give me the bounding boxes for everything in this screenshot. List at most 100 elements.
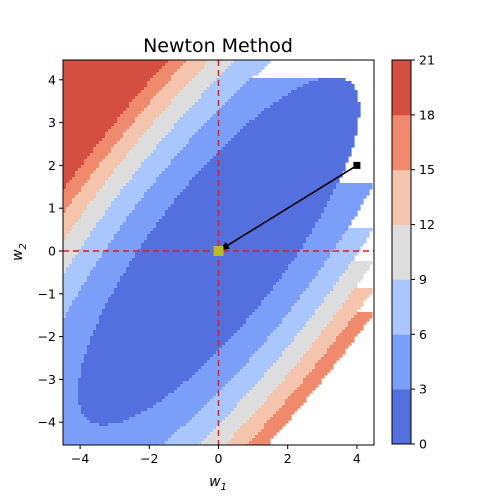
contour-band-cell xyxy=(81,165,100,169)
contour-band-cell xyxy=(63,87,145,91)
contour-band-cell xyxy=(264,423,286,427)
contour-band-cell xyxy=(336,282,358,286)
contour-band-cell xyxy=(63,153,91,157)
contour-band-cell xyxy=(297,387,316,391)
contour-band-cell xyxy=(63,177,73,181)
contour-band-cell xyxy=(285,348,310,352)
contour-band-cell xyxy=(63,126,112,130)
contour-band-cell xyxy=(342,330,361,334)
contour-band-cell xyxy=(228,414,253,418)
contour-band-cell xyxy=(129,213,166,217)
contour-band-cell xyxy=(216,351,256,355)
contour-band-cell xyxy=(327,351,346,355)
contour-band-cell xyxy=(102,312,253,316)
contour-band-cell xyxy=(123,273,283,277)
contour-band-cell xyxy=(297,255,331,259)
contour-band-cell xyxy=(114,171,136,175)
contour-band-cell xyxy=(297,363,316,367)
contour-band-cell xyxy=(63,327,97,331)
contour-band-cell xyxy=(63,384,79,388)
contour-band-cell xyxy=(108,423,187,427)
contour-band-cell xyxy=(162,399,211,403)
contour-band-cell xyxy=(114,123,133,127)
contour-band-cell xyxy=(63,93,139,97)
contour-band-cell xyxy=(255,435,274,439)
y-tick-label: 1 xyxy=(48,201,56,216)
contour-band-cell xyxy=(282,276,316,280)
contour-band-cell xyxy=(171,99,199,103)
contour-band-cell xyxy=(234,333,271,337)
contour-band-cell xyxy=(261,378,286,382)
contour-band-cell xyxy=(258,348,286,352)
contour-band-cell xyxy=(291,309,316,313)
contour-band-cell xyxy=(312,369,331,373)
contour-band-cell xyxy=(105,249,139,253)
contour-band-cell xyxy=(99,141,118,145)
contour-band-cell xyxy=(198,411,232,415)
contour-band-cell xyxy=(219,423,244,427)
contour-band-cell xyxy=(123,222,157,226)
contour-band-cell xyxy=(189,183,337,187)
contour-band-cell xyxy=(132,177,157,181)
contour-band-cell xyxy=(63,366,82,370)
contour-band-cell xyxy=(120,192,145,196)
contour-band-cell xyxy=(336,339,355,343)
contour-band-cell xyxy=(267,294,301,298)
contour-band-cell xyxy=(84,360,208,364)
contour-band-cell xyxy=(96,327,241,331)
colorbar-segment xyxy=(392,279,411,335)
contour-band-cell xyxy=(87,345,223,349)
contour-band-cell xyxy=(300,330,322,334)
contour-band-cell xyxy=(228,66,265,70)
contour-band-cell xyxy=(135,171,163,175)
contour-band-cell xyxy=(198,171,343,175)
contour-band-cell xyxy=(303,246,337,250)
contour-band-cell xyxy=(165,210,325,214)
contour-band-cell xyxy=(63,321,100,325)
contour-band-cell xyxy=(159,69,178,73)
contour-band-cell xyxy=(96,264,130,268)
contour-band-cell xyxy=(258,381,283,385)
contour-band-cell xyxy=(78,387,178,391)
contour-band-cell xyxy=(186,186,337,190)
contour-band-cell xyxy=(75,255,103,259)
contour-band-cell xyxy=(279,384,301,388)
contour-band-cell xyxy=(222,105,271,109)
contour-band-cell xyxy=(108,246,142,250)
contour-band-cell xyxy=(153,150,181,154)
contour-band-cell xyxy=(63,285,82,289)
contour-band-cell xyxy=(249,78,319,82)
contour-band-cell xyxy=(78,393,169,397)
contour-band-cell xyxy=(63,438,169,442)
contour-band-cell xyxy=(183,381,229,385)
contour-band-cell xyxy=(63,219,79,223)
contour-band-cell xyxy=(282,381,304,385)
contour-band-cell xyxy=(162,138,190,142)
contour-band-cell xyxy=(93,267,127,271)
contour-band-cell xyxy=(150,99,172,103)
contour-band-cell xyxy=(66,312,103,316)
contour-band-cell xyxy=(300,360,319,364)
colorbar-segment xyxy=(392,224,411,280)
contour-band-cell xyxy=(105,210,133,214)
contour-band-cell xyxy=(240,426,265,430)
contour-band-cell xyxy=(156,402,208,406)
contour-band-cell xyxy=(150,231,313,235)
contour-band-cell xyxy=(63,234,67,238)
contour-band-cell xyxy=(222,72,259,76)
contour-band-cell xyxy=(207,60,235,64)
contour-band-cell xyxy=(195,174,343,178)
contour-band-cell xyxy=(345,231,370,235)
contour-band-cell xyxy=(90,420,124,424)
contour-band-cell xyxy=(78,192,97,196)
contour-band-cell xyxy=(315,363,334,367)
contour-band-cell xyxy=(138,168,166,172)
contour-band-cell xyxy=(162,87,184,91)
contour-band-cell xyxy=(177,429,214,433)
contour-band-cell xyxy=(330,255,355,259)
contour-band-cell xyxy=(231,378,262,382)
contour-band-cell xyxy=(153,183,190,187)
contour-band-cell xyxy=(324,300,346,304)
contour-band-cell xyxy=(279,279,313,283)
contour-band-cell xyxy=(246,393,271,397)
